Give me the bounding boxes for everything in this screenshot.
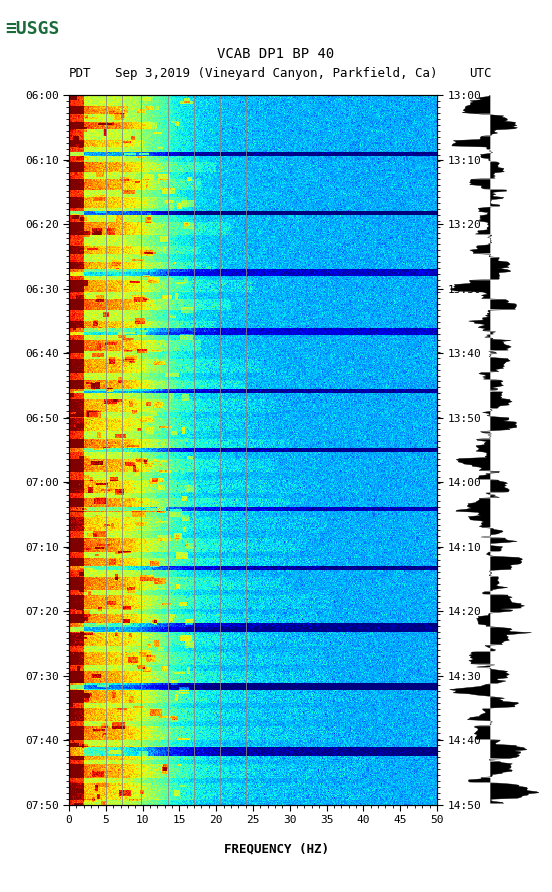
Text: ≡USGS: ≡USGS xyxy=(6,20,60,37)
Text: Sep 3,2019 (Vineyard Canyon, Parkfield, Ca): Sep 3,2019 (Vineyard Canyon, Parkfield, … xyxy=(115,67,437,80)
Text: FREQUENCY (HZ): FREQUENCY (HZ) xyxy=(224,843,328,856)
Text: VCAB DP1 BP 40: VCAB DP1 BP 40 xyxy=(217,46,335,61)
Text: PDT: PDT xyxy=(69,67,92,80)
Text: UTC: UTC xyxy=(469,67,491,80)
